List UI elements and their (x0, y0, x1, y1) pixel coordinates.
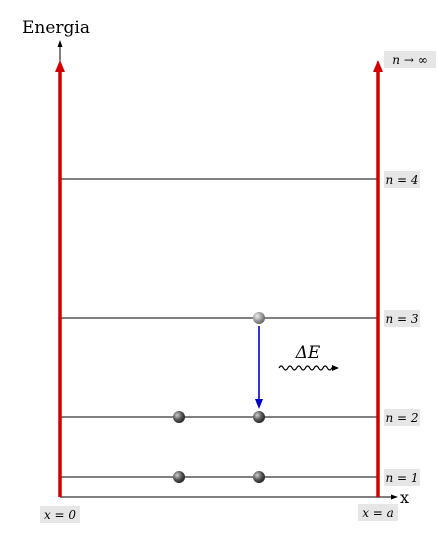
level-label-n3: n = 3 (385, 312, 418, 326)
x-axis-arrowhead (391, 494, 398, 500)
continuum-label: n → ∞ (392, 53, 427, 67)
photon-wave (278, 365, 336, 371)
photon-arrowhead (332, 365, 339, 371)
electron-n2-a (173, 411, 185, 423)
energy-axis-arrowhead (57, 40, 63, 47)
wall-right-label-box (358, 504, 398, 521)
electron-n1-a (173, 471, 185, 483)
wall-left-label-box (40, 506, 80, 523)
energy-axis-label: Energia (22, 18, 90, 38)
level-label-n1: n = 1 (385, 471, 418, 485)
level-label-box-n3 (384, 310, 420, 327)
wall-left-label: x = 0 (44, 508, 76, 522)
delta-e-label: ΔE (295, 343, 321, 363)
level-label-n4: n = 4 (385, 173, 418, 187)
level-label-box-n4 (384, 171, 420, 188)
transition-arrowhead (255, 399, 263, 409)
level-label-box-n1 (384, 469, 420, 486)
electron-n1-b (253, 471, 265, 483)
level-label-n2: n = 2 (385, 411, 418, 425)
right-wall-arrowhead (373, 60, 383, 72)
wall-right-label: x = a (362, 506, 394, 520)
level-label-box-n2 (384, 409, 420, 426)
x-axis-label: x (400, 488, 409, 507)
continuum-label-box (384, 51, 436, 68)
electron-n2-b (253, 411, 265, 423)
electron-n3-excited (253, 312, 265, 324)
left-wall-arrowhead (55, 60, 65, 72)
